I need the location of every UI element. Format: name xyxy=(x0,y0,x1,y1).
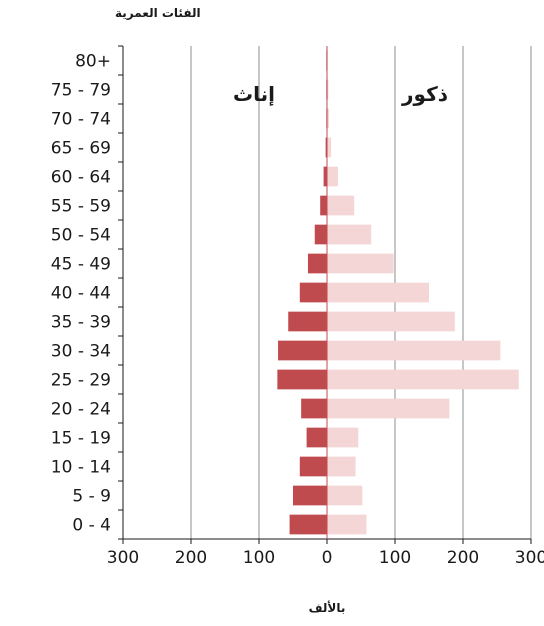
y-tick-label: 5 - 9 xyxy=(72,487,111,507)
bar-male-2 xyxy=(327,456,356,477)
x-tick-label: 200 xyxy=(175,548,207,568)
bar-female-13 xyxy=(325,137,327,158)
y-axis-title: الفئات العمرية xyxy=(115,6,201,20)
y-tick-labels: 0 - 4 5 - 9 10 - 14 15 - 19 20 - 24 25 - 29 30… xyxy=(51,52,111,536)
bar-male-11 xyxy=(327,195,355,216)
y-tick-label: 50 - 54 xyxy=(51,226,111,246)
series-label-males: ذكور xyxy=(401,82,448,106)
bar-female-8 xyxy=(299,282,327,303)
y-tick-label: 75 - 79 xyxy=(51,81,111,101)
bar-male-14 xyxy=(327,108,330,129)
bar-male-9 xyxy=(327,253,394,274)
bar-male-0 xyxy=(327,514,367,535)
bar-female-4 xyxy=(301,398,327,419)
y-tick-label: 0 - 4 xyxy=(72,516,111,536)
y-tick-label: 35 - 39 xyxy=(51,313,111,333)
x-tick-label: 100 xyxy=(243,548,275,568)
y-tick-label: 15 - 19 xyxy=(51,429,111,449)
bar-male-13 xyxy=(327,137,332,158)
bar-male-12 xyxy=(327,166,338,187)
bar-female-12 xyxy=(323,166,327,187)
x-axis-title: بالألف xyxy=(309,600,346,615)
bar-male-8 xyxy=(327,282,429,303)
y-tick-label: 45 - 49 xyxy=(51,255,111,275)
bar-female-9 xyxy=(307,253,327,274)
x-tick-label: 300 xyxy=(107,548,139,568)
y-tick-label: 70 - 74 xyxy=(51,110,111,130)
bar-female-1 xyxy=(293,485,327,506)
x-tick-label: 0 xyxy=(322,548,333,568)
y-tick-label: 30 - 34 xyxy=(51,342,111,362)
bar-male-7 xyxy=(327,311,455,332)
bars xyxy=(277,50,519,535)
bar-male-1 xyxy=(327,485,363,506)
x-tick-label: 200 xyxy=(447,548,479,568)
y-tick-label: 10 - 14 xyxy=(51,458,111,478)
bar-female-10 xyxy=(314,224,327,245)
bar-female-11 xyxy=(320,195,327,216)
bar-male-4 xyxy=(327,398,450,419)
y-tick-label: 80+ xyxy=(75,52,111,72)
x-tick-label: 100 xyxy=(379,548,411,568)
axes xyxy=(118,45,532,544)
bar-male-10 xyxy=(327,224,372,245)
y-tick-label: 20 - 24 xyxy=(51,400,111,420)
x-tick-label: 300 xyxy=(515,548,544,568)
series-label-females: إناث xyxy=(233,82,275,106)
bar-female-2 xyxy=(299,456,327,477)
y-tick-label: 25 - 29 xyxy=(51,371,111,391)
y-tick-label: 60 - 64 xyxy=(51,168,111,188)
bar-female-0 xyxy=(289,514,327,535)
bar-male-6 xyxy=(327,340,501,361)
bar-female-6 xyxy=(278,340,327,361)
x-tick-labels: 300 200 100 0 100 200 300 xyxy=(107,548,544,568)
bar-male-3 xyxy=(327,427,359,448)
bar-female-7 xyxy=(288,311,327,332)
bar-female-3 xyxy=(306,427,327,448)
bar-male-5 xyxy=(327,369,519,390)
bar-male-15 xyxy=(327,79,329,100)
y-tick-label: 55 - 59 xyxy=(51,197,111,217)
y-tick-label: 65 - 69 xyxy=(51,139,111,159)
y-tick-label: 40 - 44 xyxy=(51,284,111,304)
bar-female-5 xyxy=(277,369,327,390)
